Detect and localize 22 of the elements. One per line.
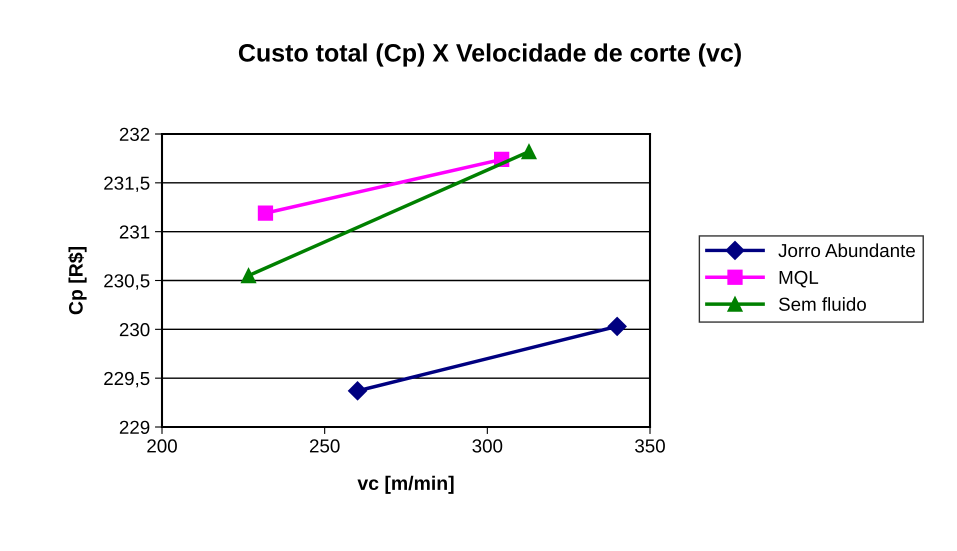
point: [258, 205, 274, 221]
legend-label: Sem fluido: [778, 297, 866, 311]
y-tick-label: 229: [120, 420, 150, 434]
point: [348, 381, 368, 400]
y-tick-label: 229,5: [104, 372, 150, 388]
y-tick-label: 230,5: [104, 274, 150, 290]
legend-label: MQL: [780, 270, 818, 288]
x-tick-label: 200: [147, 439, 177, 453]
x-tick-label: 350: [635, 439, 665, 453]
legend-label: Jorro Abundante: [778, 243, 915, 258]
y-tick-label: 231,5: [104, 176, 150, 192]
y-tick-label: 232: [120, 128, 150, 141]
point: [608, 316, 627, 336]
y-axis-title: Cp [R$]: [68, 247, 87, 314]
y-tick-label: 230: [120, 323, 150, 336]
x-tick-label: 300: [472, 439, 502, 453]
point: [240, 268, 256, 284]
x-tick-label: 250: [310, 439, 340, 453]
x-axis-title: vc [m/min]: [357, 476, 454, 494]
y-tick-label: 231: [120, 225, 150, 239]
chart-title: Custo total (Cp) X Velocidade de corte (vc): [238, 43, 741, 67]
point: [521, 144, 537, 160]
